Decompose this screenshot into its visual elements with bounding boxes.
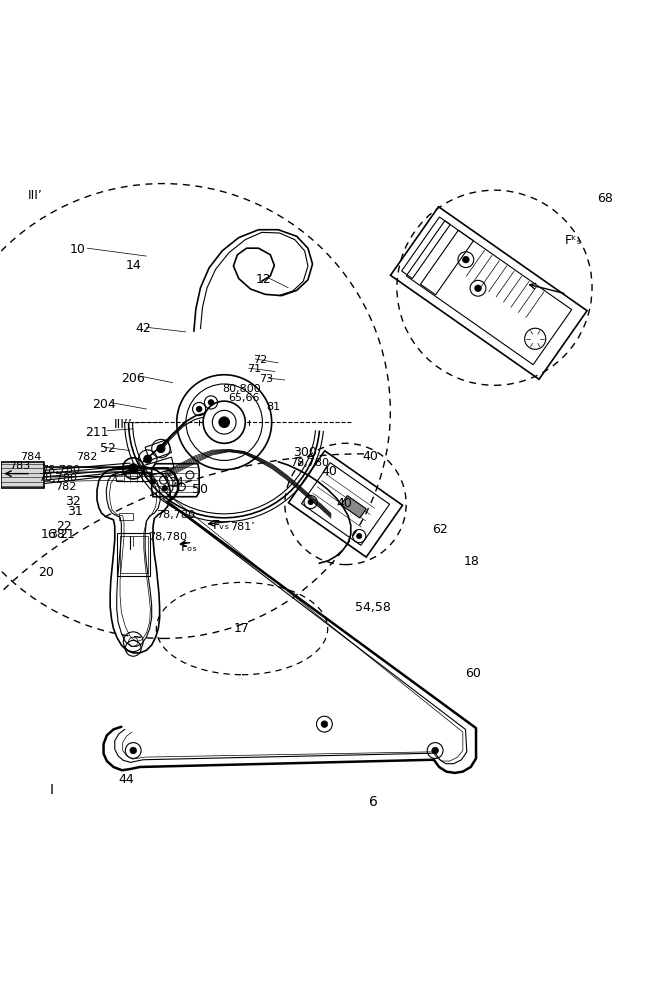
- Circle shape: [144, 455, 152, 463]
- Text: 81: 81: [267, 402, 281, 412]
- Text: 65,66: 65,66: [228, 393, 260, 403]
- Text: 60: 60: [465, 667, 481, 680]
- Text: 68: 68: [597, 192, 613, 205]
- Text: 206: 206: [121, 372, 145, 385]
- Text: 18: 18: [464, 555, 480, 568]
- Text: III’’: III’’: [114, 418, 133, 431]
- Text: 12: 12: [256, 273, 271, 286]
- Text: 71: 71: [247, 364, 261, 374]
- Circle shape: [128, 464, 138, 473]
- Text: 31: 31: [68, 505, 83, 518]
- Text: 34: 34: [168, 476, 184, 489]
- Text: 782: 782: [76, 452, 98, 462]
- Text: I: I: [50, 783, 54, 797]
- Text: Fᵥₛ: Fᵥₛ: [213, 519, 230, 532]
- Text: 300: 300: [293, 446, 316, 459]
- Text: 40: 40: [336, 497, 352, 510]
- Circle shape: [209, 400, 214, 405]
- Text: 204: 204: [92, 398, 115, 411]
- Text: 32: 32: [65, 495, 81, 508]
- Circle shape: [157, 445, 165, 453]
- Text: 10: 10: [70, 243, 85, 256]
- Text: 54,58: 54,58: [355, 601, 391, 614]
- Circle shape: [203, 401, 246, 443]
- Circle shape: [432, 747, 438, 754]
- Text: Fₒₛ: Fₒₛ: [181, 541, 198, 554]
- Polygon shape: [341, 496, 366, 518]
- Text: 38: 38: [50, 528, 66, 541]
- Circle shape: [321, 721, 328, 727]
- Text: 78,780: 78,780: [157, 510, 195, 520]
- Text: 40: 40: [363, 450, 379, 463]
- Circle shape: [357, 533, 362, 539]
- Text: 50: 50: [193, 483, 209, 496]
- Text: 16: 16: [41, 528, 57, 541]
- Circle shape: [308, 499, 313, 505]
- Text: 52: 52: [100, 442, 116, 455]
- Text: 44: 44: [118, 773, 134, 786]
- Circle shape: [219, 417, 230, 427]
- Text: 80,800: 80,800: [222, 384, 261, 394]
- Text: III’: III’: [28, 189, 42, 202]
- Text: 42: 42: [135, 322, 151, 335]
- Polygon shape: [1, 462, 44, 488]
- Circle shape: [475, 285, 481, 292]
- Text: 78,780: 78,780: [41, 465, 80, 475]
- Text: 78,780: 78,780: [148, 532, 187, 542]
- Text: 40: 40: [322, 465, 338, 478]
- Circle shape: [130, 747, 136, 754]
- Text: 73: 73: [260, 374, 273, 384]
- Text: 21: 21: [60, 528, 75, 541]
- Circle shape: [213, 410, 236, 434]
- Text: 211: 211: [85, 426, 109, 439]
- Text: 783: 783: [9, 461, 30, 471]
- Text: 78,780: 78,780: [38, 473, 77, 483]
- Circle shape: [162, 485, 167, 491]
- Text: 781’: 781’: [230, 522, 254, 532]
- Text: Fᵏₛ: Fᵏₛ: [565, 234, 582, 247]
- Text: 17: 17: [234, 622, 250, 635]
- Text: 78,780: 78,780: [291, 458, 330, 468]
- Text: 72: 72: [253, 355, 267, 365]
- Text: 782: 782: [56, 482, 77, 492]
- Text: 62: 62: [432, 523, 448, 536]
- Text: 784: 784: [20, 452, 41, 462]
- Circle shape: [197, 406, 202, 412]
- Text: 22: 22: [56, 520, 72, 533]
- Text: 14: 14: [125, 259, 141, 272]
- Circle shape: [463, 256, 469, 263]
- Circle shape: [150, 479, 156, 484]
- Text: 6: 6: [369, 795, 378, 809]
- Text: 20: 20: [38, 566, 54, 579]
